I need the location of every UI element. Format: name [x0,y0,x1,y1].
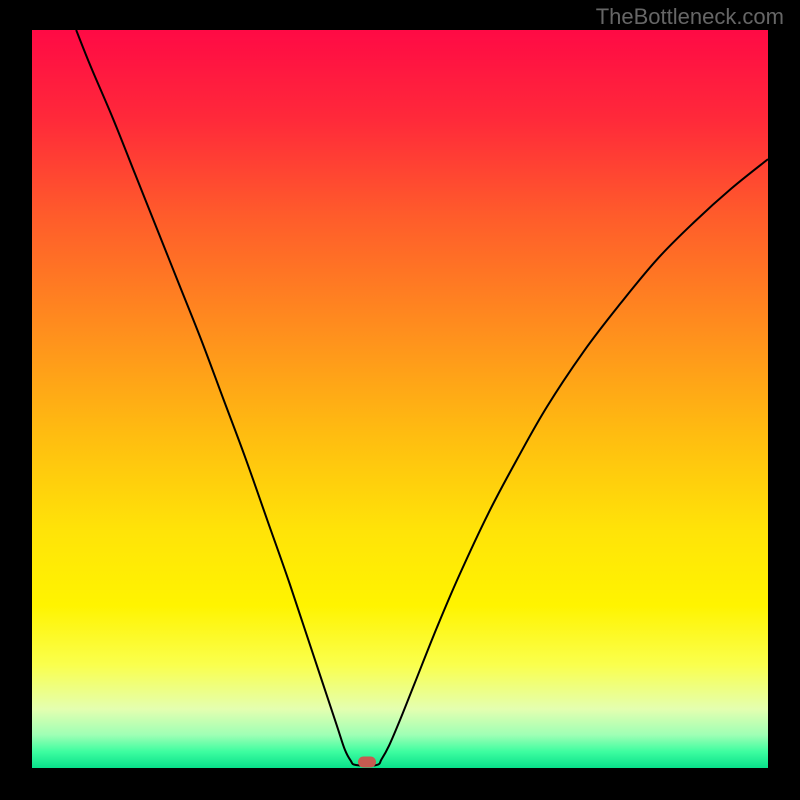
curve-line [32,30,768,768]
plot-area [32,30,768,768]
optimum-marker [358,757,376,768]
watermark-text: TheBottleneck.com [596,4,784,30]
